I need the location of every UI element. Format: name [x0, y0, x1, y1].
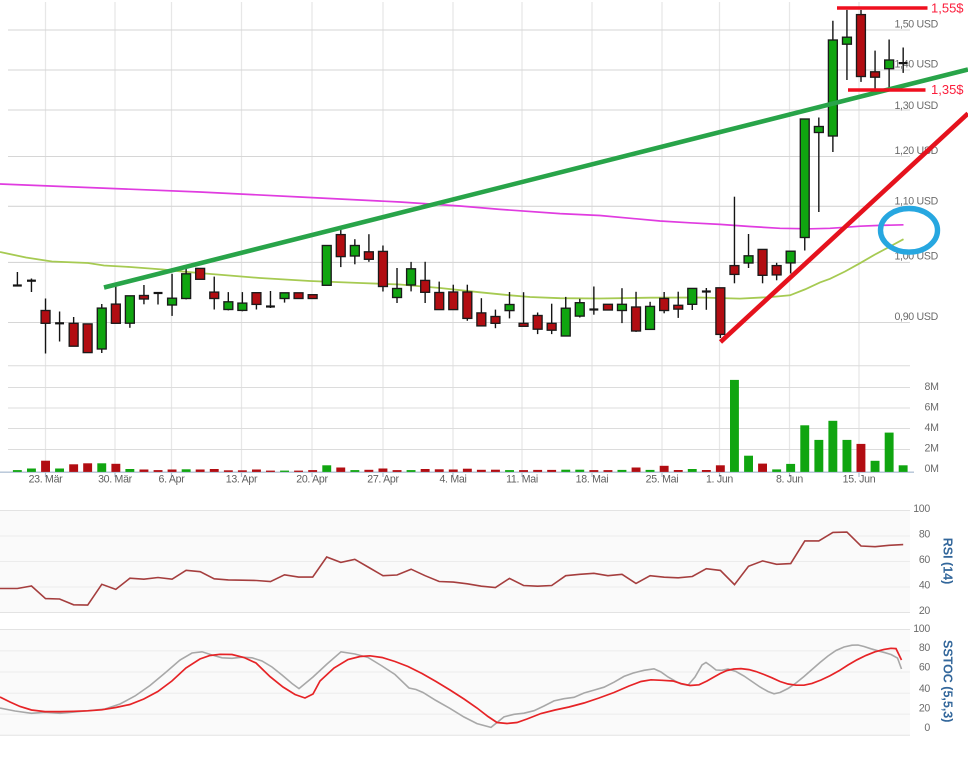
svg-text:60: 60: [919, 554, 931, 566]
svg-text:20. Apr: 20. Apr: [296, 473, 328, 485]
svg-text:1,55$: 1,55$: [931, 1, 964, 16]
svg-text:80: 80: [919, 528, 931, 540]
svg-text:27. Apr: 27. Apr: [367, 473, 399, 485]
svg-text:40: 40: [919, 683, 931, 695]
svg-text:1,30 USD: 1,30 USD: [894, 100, 938, 112]
svg-text:20: 20: [919, 605, 931, 617]
svg-text:SSTOC (5,5,3): SSTOC (5,5,3): [941, 640, 955, 722]
svg-text:0M: 0M: [925, 463, 939, 475]
svg-text:20: 20: [919, 702, 931, 714]
svg-text:8M: 8M: [925, 381, 939, 393]
svg-text:1. Jun: 1. Jun: [706, 473, 733, 485]
svg-text:4M: 4M: [925, 422, 939, 434]
svg-text:25. Mai: 25. Mai: [646, 473, 679, 485]
svg-text:2M: 2M: [925, 443, 939, 455]
svg-text:1,40 USD: 1,40 USD: [894, 58, 938, 70]
svg-text:4. Mai: 4. Mai: [439, 473, 466, 485]
svg-text:11. Mai: 11. Mai: [506, 473, 538, 485]
svg-text:15. Jun: 15. Jun: [843, 473, 876, 485]
svg-text:18. Mai: 18. Mai: [576, 473, 609, 485]
svg-text:100: 100: [913, 623, 930, 635]
svg-text:60: 60: [919, 662, 931, 674]
svg-text:0,90 USD: 0,90 USD: [894, 311, 938, 323]
svg-text:80: 80: [919, 642, 931, 654]
svg-text:8. Jun: 8. Jun: [776, 473, 803, 485]
svg-text:RSI (14): RSI (14): [941, 538, 955, 585]
svg-text:6M: 6M: [925, 402, 939, 414]
svg-text:100: 100: [913, 503, 930, 515]
svg-text:40: 40: [919, 579, 931, 591]
svg-text:1,35$: 1,35$: [931, 82, 964, 97]
svg-text:0: 0: [924, 722, 930, 734]
svg-text:23. Mär: 23. Mär: [29, 473, 64, 485]
svg-text:1,10 USD: 1,10 USD: [894, 196, 938, 208]
svg-text:6. Apr: 6. Apr: [159, 473, 186, 485]
svg-text:13. Apr: 13. Apr: [226, 473, 258, 485]
svg-text:30. Mär: 30. Mär: [98, 473, 133, 485]
svg-text:1,50 USD: 1,50 USD: [894, 18, 938, 30]
